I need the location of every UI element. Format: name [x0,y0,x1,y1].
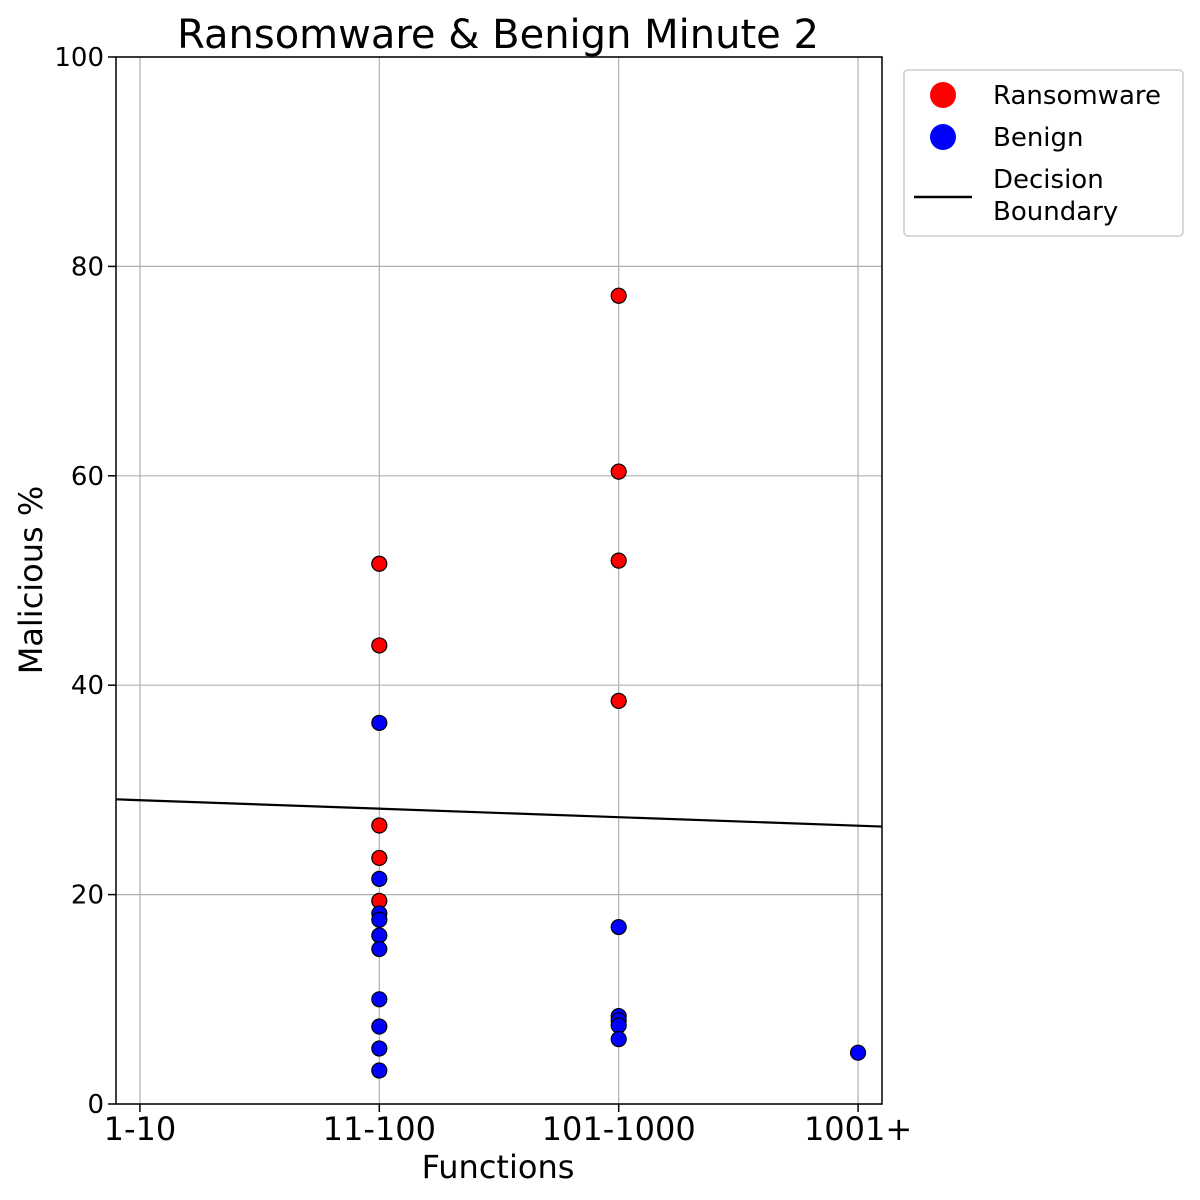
legend-frame [903,69,1184,237]
x-tick-label: 1001+ [804,1110,912,1148]
ransomware-point [610,463,627,480]
y-tick-label: 80 [71,252,104,282]
x-tick-label: 11-100 [323,1110,436,1148]
y-axis-ticks: 0 20 40 60 80 100 [54,43,116,1120]
y-tick-label: 20 [71,881,104,911]
y-tick-label: 100 [54,43,104,73]
benign-point [371,1062,388,1079]
x-axis-ticks: 1-10 11-100 101-1000 1001+ [104,1104,912,1148]
benign-point [371,1040,388,1057]
benign-point [371,714,388,731]
y-axis-label: Malicious % [12,486,50,675]
x-tick-label: 1-10 [104,1110,177,1148]
x-axis-label: Functions [422,1148,575,1186]
benign-point [371,991,388,1008]
legend-ransomware-label: Ransomware [993,81,1161,111]
benign-point [610,918,627,936]
benign-point [371,927,388,944]
plot-frame [115,56,883,1105]
y-tick-label: 40 [71,671,104,701]
y-tick-label: 60 [71,462,104,492]
legend-benign-label: Benign [993,123,1084,153]
benign-point [371,1018,388,1035]
ransomware-point [371,555,388,572]
ransomware-point [371,817,388,834]
benign-point [610,1017,627,1034]
legend-benign-marker [930,124,956,150]
ransomware-point [610,552,627,569]
chart-title: Ransomware & Benign Minute 2 [177,12,819,58]
decision-boundary-line [115,798,883,828]
benign-point [849,1044,867,1061]
data-points [371,287,867,1079]
benign-point [371,940,388,958]
ransomware-point [610,692,627,710]
y-tick-label: 0 [87,1090,104,1120]
legend: Ransomware Benign Decision Boundary [903,69,1184,237]
grid-lines [116,56,882,1105]
decision-boundary [115,798,883,828]
ransomware-point [371,637,388,654]
benign-point [371,911,388,928]
legend-boundary-label: Decision Boundary [993,165,1118,227]
x-tick-label: 101-1000 [542,1110,696,1148]
benign-point [610,1030,627,1048]
legend-ransomware-marker [930,82,956,108]
benign-point [371,870,388,887]
ransomware-point [371,849,388,867]
ransomware-point [610,287,627,304]
